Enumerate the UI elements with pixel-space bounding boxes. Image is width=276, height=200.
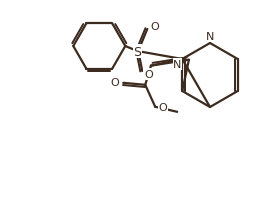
Text: O: O — [150, 22, 159, 32]
Text: O: O — [159, 102, 168, 112]
Text: O: O — [144, 70, 153, 80]
Text: O: O — [111, 77, 120, 87]
Text: N: N — [206, 32, 214, 42]
Text: S: S — [133, 45, 141, 58]
Text: N: N — [173, 60, 182, 70]
